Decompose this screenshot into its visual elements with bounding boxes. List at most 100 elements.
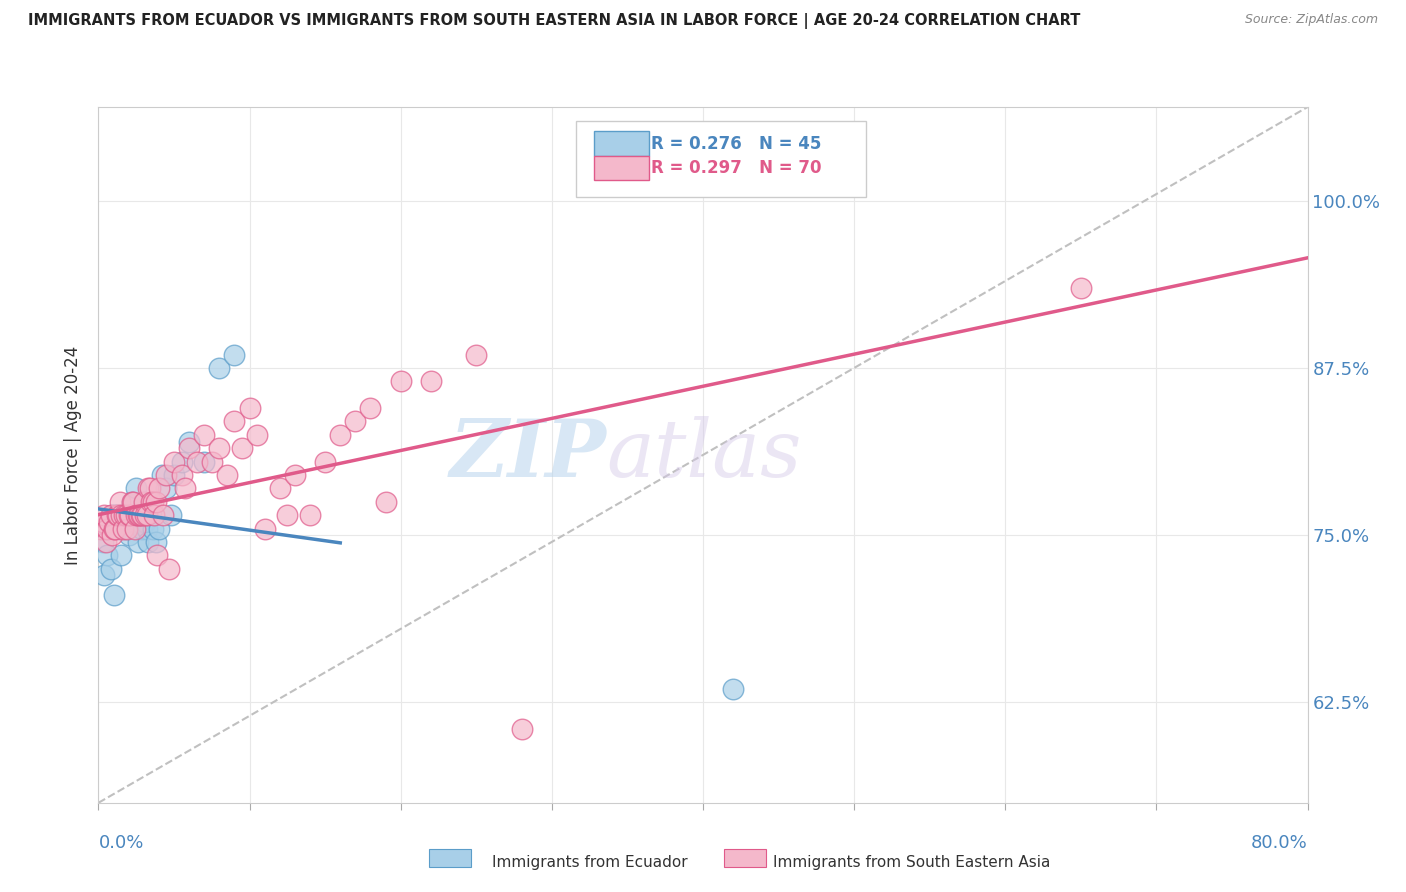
Point: [141, 494, 163, 508]
Point: [723, 681, 745, 696]
Point: [141, 508, 163, 522]
FancyBboxPatch shape: [595, 131, 648, 156]
Point: [100, 561, 122, 575]
Point: [91, 534, 114, 549]
Point: [115, 521, 138, 535]
Point: [93, 508, 115, 522]
Point: [231, 441, 253, 455]
Point: [224, 414, 246, 428]
Point: [179, 441, 201, 455]
Point: [170, 454, 193, 468]
Point: [132, 494, 155, 508]
Point: [136, 534, 159, 549]
Point: [173, 481, 195, 495]
Point: [94, 534, 117, 549]
Point: [201, 454, 224, 468]
Point: [163, 454, 186, 468]
Point: [128, 508, 150, 522]
Point: [96, 521, 118, 535]
Point: [114, 508, 136, 522]
Point: [131, 521, 153, 535]
Point: [105, 508, 128, 522]
Point: [122, 494, 145, 508]
Point: [374, 494, 396, 508]
Point: [155, 467, 177, 482]
Text: atlas: atlas: [606, 417, 801, 493]
Point: [269, 481, 291, 495]
Point: [128, 515, 150, 529]
Point: [208, 441, 231, 455]
Point: [329, 427, 352, 442]
Bar: [429, 849, 471, 867]
Point: [114, 521, 136, 535]
Point: [193, 454, 215, 468]
Point: [276, 508, 298, 522]
Point: [159, 561, 181, 575]
Point: [143, 508, 166, 522]
Point: [145, 534, 167, 549]
Point: [145, 494, 167, 508]
Text: IMMIGRANTS FROM ECUADOR VS IMMIGRANTS FROM SOUTH EASTERN ASIA IN LABOR FORCE | A: IMMIGRANTS FROM ECUADOR VS IMMIGRANTS FR…: [28, 13, 1080, 29]
Point: [111, 508, 134, 522]
Point: [360, 401, 382, 415]
Point: [122, 508, 145, 522]
Point: [253, 521, 276, 535]
Point: [110, 548, 132, 562]
Point: [510, 722, 533, 736]
Point: [112, 515, 135, 529]
Point: [94, 521, 117, 535]
Point: [110, 508, 132, 522]
Point: [107, 508, 129, 522]
Point: [155, 481, 177, 495]
Point: [284, 467, 307, 482]
Point: [103, 521, 125, 535]
Point: [125, 481, 148, 495]
Point: [124, 521, 146, 535]
Text: R = 0.276   N = 45: R = 0.276 N = 45: [651, 135, 821, 153]
Bar: [724, 849, 766, 867]
Point: [115, 515, 138, 529]
Point: [91, 515, 114, 529]
Point: [118, 508, 141, 522]
Point: [131, 508, 153, 522]
Point: [142, 494, 165, 508]
Point: [239, 401, 262, 415]
Text: Immigrants from Ecuador: Immigrants from Ecuador: [492, 855, 688, 870]
Point: [121, 494, 143, 508]
Point: [127, 534, 149, 549]
Point: [215, 467, 238, 482]
Point: [170, 467, 193, 482]
Point: [134, 515, 156, 529]
Point: [121, 494, 143, 508]
Point: [124, 515, 146, 529]
Point: [96, 548, 118, 562]
Point: [389, 374, 412, 388]
Point: [98, 515, 121, 529]
Point: [105, 508, 128, 522]
Point: [136, 481, 159, 495]
Point: [100, 508, 122, 522]
Point: [142, 521, 165, 535]
Point: [107, 521, 129, 535]
Y-axis label: In Labor Force | Age 20-24: In Labor Force | Age 20-24: [65, 345, 83, 565]
Point: [125, 508, 148, 522]
Point: [148, 481, 170, 495]
Point: [150, 467, 173, 482]
Point: [246, 427, 269, 442]
Point: [90, 521, 112, 535]
Point: [101, 528, 124, 542]
Point: [179, 434, 201, 449]
Point: [193, 427, 215, 442]
Point: [129, 508, 152, 522]
Point: [120, 515, 142, 529]
Point: [101, 508, 124, 522]
Point: [163, 467, 186, 482]
FancyBboxPatch shape: [595, 156, 648, 180]
Text: 80.0%: 80.0%: [1251, 834, 1308, 852]
Point: [160, 508, 183, 522]
Point: [139, 481, 162, 495]
Point: [104, 508, 127, 522]
Point: [132, 494, 155, 508]
Point: [152, 508, 174, 522]
Text: R = 0.297   N = 70: R = 0.297 N = 70: [651, 160, 821, 178]
